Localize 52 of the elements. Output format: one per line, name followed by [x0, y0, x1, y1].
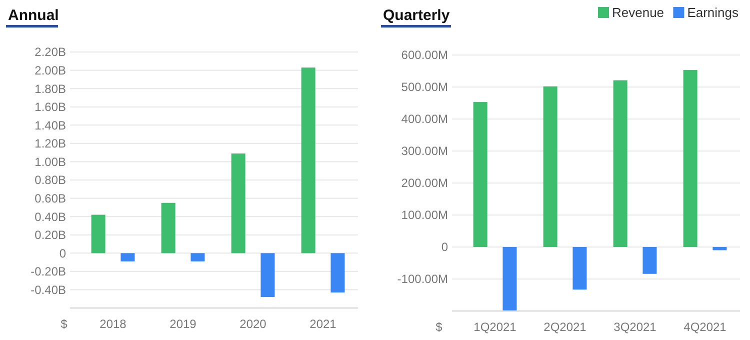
chart-title: Annual	[8, 7, 59, 24]
bar	[231, 153, 246, 254]
legend-label: Earnings	[687, 5, 740, 20]
x-tick-label: 2020	[240, 317, 267, 331]
y-tick-label: 0.40B	[34, 210, 66, 224]
y-tick-label: 0.80B	[34, 173, 66, 188]
y-tick-label: 200.00M	[401, 176, 448, 190]
y-tick-label: 1.60B	[34, 100, 66, 114]
bar	[260, 253, 275, 298]
bar	[473, 102, 488, 247]
x-tick-label: 2021	[310, 317, 337, 331]
y-tick-label: 0.20B	[34, 228, 66, 242]
y-tick-label: 0	[59, 246, 66, 260]
bar	[543, 86, 558, 247]
bar	[120, 253, 135, 262]
y-tick-label: 1.80B	[34, 82, 66, 96]
y-tick-label: -0.40B	[30, 282, 66, 297]
y-tick-label: 2.00B	[34, 63, 66, 78]
y-tick-label: 400.00M	[401, 112, 448, 126]
y-tick-label: 0	[441, 240, 448, 254]
chart-title: Quarterly	[383, 7, 450, 24]
bar	[613, 80, 628, 247]
bar	[712, 247, 727, 250]
x-tick-label: 1Q2021	[474, 320, 517, 334]
y-tick-label: 0.60B	[34, 191, 66, 206]
bar	[572, 247, 587, 290]
x-tick-label: 3Q2021	[614, 320, 657, 334]
y-tick-label: -100.00M	[397, 272, 448, 286]
legend-label: Revenue	[612, 5, 664, 20]
x-tick-label: 2Q2021	[544, 320, 587, 334]
bar	[161, 202, 176, 254]
x-tick-label: 2018	[100, 317, 127, 331]
y-axis-title: $	[60, 317, 68, 331]
y-tick-label: 2.20B	[34, 45, 66, 60]
bar	[190, 253, 205, 262]
x-tick-label: 2019	[170, 317, 197, 331]
y-tick-label: 300.00M	[401, 144, 448, 158]
x-tick-label: 4Q2021	[684, 320, 727, 334]
y-tick-label: 1.20B	[34, 136, 66, 151]
bar	[683, 70, 698, 247]
y-tick-label: 600.00M	[401, 48, 448, 62]
bar	[301, 68, 316, 254]
bar	[91, 214, 106, 254]
bar	[502, 247, 517, 310]
y-axis-title: $	[436, 320, 443, 334]
y-tick-label: 500.00M	[401, 80, 448, 94]
y-tick-label: 100.00M	[401, 208, 448, 222]
y-tick-label: 1.00B	[34, 154, 66, 169]
bar	[642, 247, 657, 274]
y-tick-label: 1.40B	[34, 118, 66, 132]
y-tick-label: -0.20B	[30, 264, 66, 279]
bar	[330, 253, 345, 292]
